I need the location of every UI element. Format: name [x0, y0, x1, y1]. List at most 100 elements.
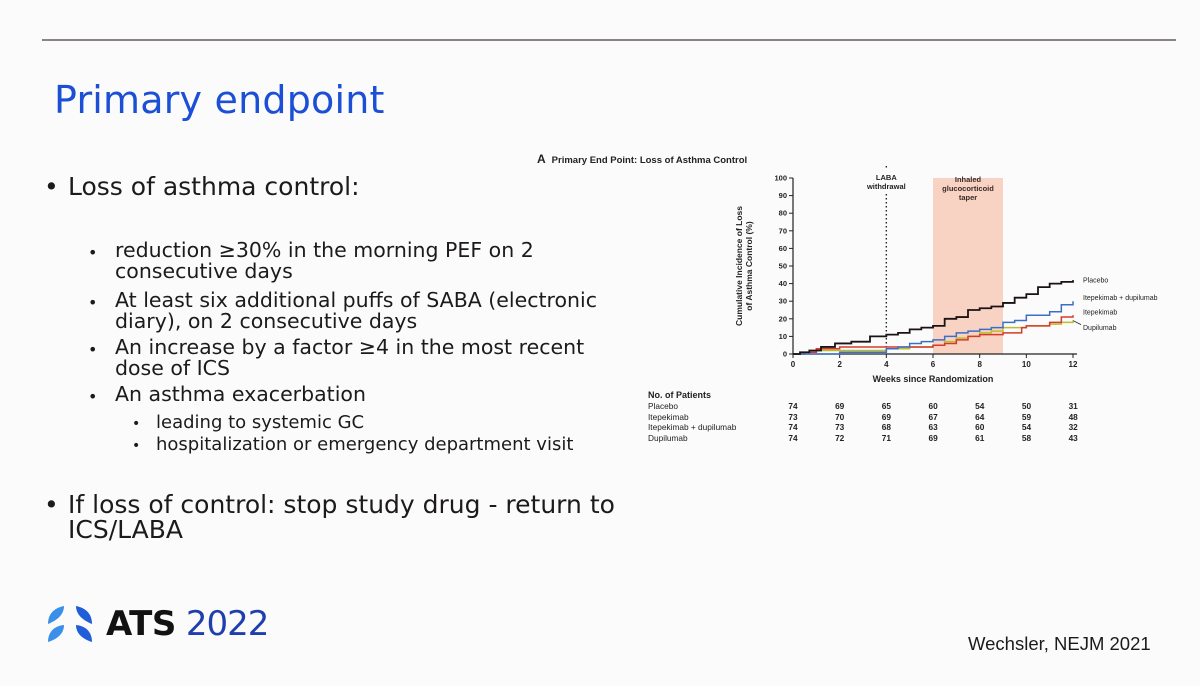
bullet-text: leading to systemic GC [156, 412, 365, 433]
ats-logo: ATS 2022 [44, 604, 270, 644]
legend-leader [1072, 320, 1082, 325]
risk-cell: 32 [1068, 422, 1078, 432]
y-tick-label: 40 [779, 279, 787, 288]
risk-cell: 60 [975, 422, 985, 432]
bullet-text: An asthma exacerbation [115, 382, 366, 406]
x-tick-label: 0 [791, 360, 796, 369]
risk-row-label: Itepekimab + dupilumab [648, 422, 737, 432]
risk-cell: 70 [835, 411, 845, 422]
risk-cell: 74 [788, 422, 798, 432]
y-tick-label: 30 [779, 297, 787, 306]
bullet-dot: • [132, 438, 141, 454]
x-tick-label: 4 [884, 360, 889, 369]
y-axis-label: Cumulative Incidence of Loss [734, 206, 744, 326]
risk-cell: 59 [1021, 411, 1032, 422]
legend-label: Placebo [1083, 278, 1108, 285]
bullet-text: An increase by a factor ≥4 in the most r… [115, 335, 585, 380]
y-axis-label: of Asthma Control (%) [744, 221, 754, 311]
risk-cell: 43 [1068, 432, 1078, 443]
risk-cell: 65 [881, 401, 891, 411]
risk-table-row: Itepekimab + dupilumab 74 73 68 63 60 54 32 [648, 422, 1088, 433]
y-tick-label: 100 [774, 174, 787, 183]
bullet-dot: • [88, 387, 98, 406]
bullet-text: reduction ≥30% in the morning PEF on 2 co… [115, 238, 534, 283]
taper-label: glucocorticoid [942, 184, 994, 193]
chart-title: A Primary End Point: Loss of Asthma Contr… [537, 152, 747, 166]
risk-table-row: Placebo 74 69 65 60 54 50 31 [648, 401, 1088, 412]
risk-cell: 31 [1068, 401, 1078, 411]
header-divider [42, 39, 1176, 41]
taper-label: taper [959, 193, 977, 202]
risk-table-row: Dupilumab 74 72 71 69 61 58 43 [648, 433, 1088, 444]
legend-label: Itepekimab [1083, 309, 1117, 316]
x-tick-label: 6 [931, 360, 936, 369]
risk-cell: 48 [1068, 411, 1078, 422]
y-tick-label: 60 [779, 244, 787, 253]
x-tick-label: 2 [837, 360, 842, 369]
bullet-dot: • [44, 490, 59, 519]
risk-cell: 74 [788, 432, 798, 443]
x-axis-label: Weeks since Randomization [873, 374, 994, 384]
risk-cell: 72 [835, 432, 845, 443]
chart-title-text: Primary End Point: Loss of Asthma Contro… [551, 155, 748, 166]
y-tick-label: 90 [779, 191, 787, 200]
bullet-text: At least six additional puffs of SABA (e… [115, 288, 598, 333]
risk-cell: 58 [1021, 432, 1032, 443]
laba-label: LABA [876, 173, 897, 182]
bullet-dot: • [44, 172, 59, 201]
risk-cell: 60 [928, 401, 938, 411]
risk-cell: 71 [881, 432, 891, 443]
x-tick-label: 10 [1022, 360, 1031, 369]
risk-table-header: No. of Patients [648, 390, 712, 400]
laba-label: withdrawal [866, 182, 906, 191]
bullet-dot: • [88, 243, 98, 262]
series-itepekimab-dupilumab [793, 301, 1074, 355]
risk-cell: 67 [928, 411, 938, 422]
series-placebo [793, 280, 1074, 355]
laba-label-bg [864, 170, 909, 192]
risk-cell: 73 [788, 411, 798, 422]
risk-cell: 69 [835, 401, 845, 411]
bullet-dot: • [88, 293, 98, 312]
legend-label: Dupilumab [1083, 325, 1117, 332]
y-tick-label: 50 [779, 262, 787, 271]
logo-org-text: ATS [106, 604, 176, 644]
bullet-dot: • [88, 340, 98, 359]
ats-lungs-icon [48, 606, 92, 642]
citation: Wechsler, NEJM 2021 [968, 633, 1151, 654]
bullet-text: If loss of control: stop study drug - re… [68, 490, 615, 544]
risk-cell: 68 [881, 422, 891, 432]
y-tick-label: 70 [779, 226, 787, 235]
number-at-risk-table: No. of Patients Placebo 74 69 65 60 54 50 31 Ite… [648, 390, 1088, 443]
risk-row-label: Itepekimab [648, 411, 689, 422]
bullet-text: hospitalization or emergency department … [156, 434, 574, 455]
risk-row-label: Placebo [648, 401, 678, 411]
risk-cell: 50 [1021, 401, 1032, 411]
risk-table-row: Itepekimab 73 70 69 67 64 59 48 [648, 412, 1088, 423]
y-tick-label: 10 [779, 332, 787, 341]
risk-cell: 69 [881, 411, 891, 422]
x-tick-label: 8 [977, 360, 982, 369]
series-itepekimab [793, 315, 1074, 355]
legend-label: Itepekimab + dupilumab [1083, 295, 1158, 302]
panel-letter: A [537, 152, 546, 166]
risk-cell: 74 [788, 401, 798, 411]
slide-title: Primary endpoint [54, 78, 385, 122]
bullet-dot: • [132, 416, 141, 432]
risk-cell: 54 [975, 401, 985, 411]
risk-cell: 61 [975, 432, 985, 443]
risk-cell: 54 [1021, 422, 1032, 432]
y-tick-label: 80 [779, 209, 787, 218]
risk-cell: 64 [975, 411, 985, 422]
x-tick-label: 12 [1069, 360, 1078, 369]
taper-label: Inhaled [955, 175, 982, 184]
y-tick-label: 20 [779, 314, 787, 323]
risk-row-label: Dupilumab [648, 432, 688, 443]
risk-cell: 73 [835, 422, 845, 432]
y-tick-label: 0 [783, 350, 787, 359]
logo-year-text: 2022 [185, 604, 270, 644]
risk-cell: 63 [928, 422, 938, 432]
bullet-text: Loss of asthma control: [68, 172, 360, 201]
risk-cell: 69 [928, 432, 938, 443]
